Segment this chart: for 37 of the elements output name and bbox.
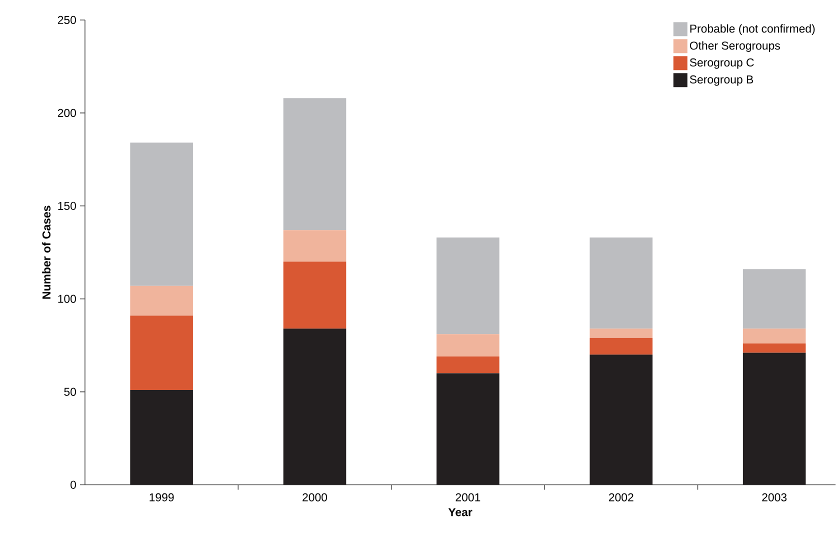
bar [283, 262, 346, 329]
y-axis-title: Number of Cases [42, 206, 51, 299]
bar [436, 356, 500, 374]
x-tick-label: 1999 [150, 493, 174, 502]
y-tick-label: 200 [58, 109, 76, 118]
bar [436, 238, 500, 334]
bar [742, 352, 806, 485]
y-tick-label: 150 [58, 202, 76, 210]
bar [590, 238, 653, 329]
legend-label: Other Serogroups [690, 41, 780, 52]
legend-label: Serogroup C [690, 58, 754, 69]
x-tick-label: 2002 [608, 493, 634, 502]
bar [590, 354, 653, 485]
bar [436, 373, 500, 485]
y-tick-label: 100 [58, 294, 76, 304]
bar [283, 230, 346, 262]
legend-label: Probable (not confirmed) [690, 24, 815, 36]
bar [742, 269, 806, 329]
x-tick-label: 2003 [762, 493, 787, 502]
bar [130, 390, 193, 485]
bar [130, 316, 193, 390]
bar [436, 334, 500, 357]
bar [590, 328, 653, 338]
y-tick-label: 50 [64, 388, 76, 396]
legend-label: Serogroup B [690, 76, 754, 86]
bar [130, 286, 193, 316]
y-tick-label: 250 [58, 16, 76, 24]
bar [590, 338, 653, 355]
bar [742, 328, 806, 344]
x-tick-label: 2000 [302, 493, 328, 502]
bar [742, 344, 806, 353]
x-axis-title: Year [448, 508, 472, 516]
x-tick-label: 2001 [456, 493, 480, 502]
bar [283, 328, 346, 485]
y-tick-label: 0 [70, 480, 76, 489]
bar [283, 98, 346, 230]
bar [130, 142, 193, 286]
